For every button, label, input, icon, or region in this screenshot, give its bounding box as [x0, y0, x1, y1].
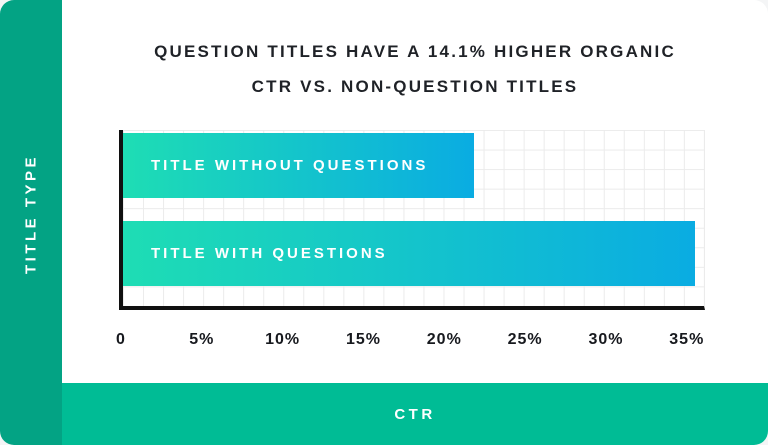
- x-tick-20: 20%: [426, 331, 462, 348]
- x-tick-30: 30%: [588, 331, 624, 348]
- x-axis-label: CTR: [394, 405, 436, 423]
- x-tick-35: 35%: [669, 331, 705, 348]
- x-tick-0: 0: [116, 331, 126, 348]
- chart-title-line2: CTR VS. NON-QUESTION TITLES: [251, 77, 579, 96]
- bar-title-without-questions: TITLE WITHOUT QUESTIONS: [123, 133, 474, 198]
- y-axis-label: TITLE TYPE: [22, 153, 40, 274]
- x-tick-25: 25%: [507, 331, 543, 348]
- plot-area: TITLE WITHOUT QUESTIONS TITLE WITH QUEST…: [119, 130, 705, 310]
- chart-title: QUESTION TITLES HAVE A 14.1% HIGHER ORGA…: [62, 0, 768, 104]
- x-tick-15: 15%: [345, 331, 381, 348]
- bar-title-with-questions: TITLE WITH QUESTIONS: [123, 221, 696, 286]
- bar-label-title-with-questions: TITLE WITH QUESTIONS: [151, 245, 388, 262]
- chart-title-line1: QUESTION TITLES HAVE A 14.1% HIGHER ORGA…: [154, 42, 676, 61]
- y-axis-label-bar: TITLE TYPE: [0, 0, 62, 445]
- x-axis-ticks: 0 5% 10% 15% 20% 25% 30% 35%: [116, 331, 707, 351]
- x-tick-10: 10%: [265, 331, 301, 348]
- x-axis-label-bar: CTR: [62, 383, 768, 445]
- x-tick-5: 5%: [189, 331, 215, 348]
- bar-label-title-without-questions: TITLE WITHOUT QUESTIONS: [151, 157, 429, 174]
